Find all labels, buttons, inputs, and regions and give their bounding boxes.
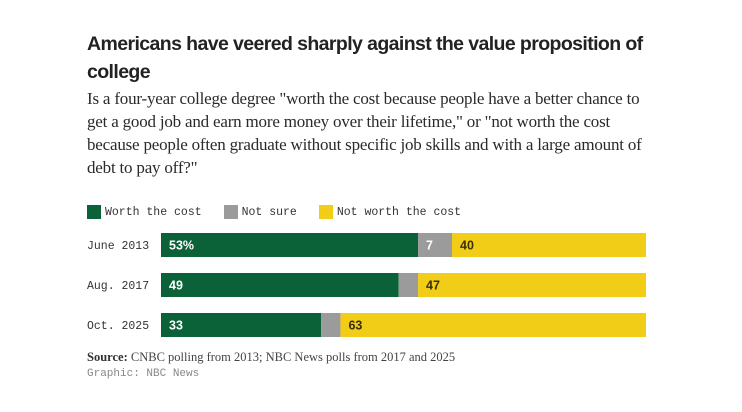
- bar-segment: [340, 313, 646, 337]
- category-label: June 2013: [87, 240, 149, 253]
- bar-segment: [161, 313, 322, 337]
- bar-row: Aug. 2017 49 47: [87, 273, 646, 297]
- data-label: 49: [169, 279, 183, 293]
- bar-segment: [418, 233, 452, 257]
- data-label: 33: [169, 319, 183, 333]
- legend: Worth the cost Not sure Not worth the co…: [87, 205, 483, 219]
- bar-segment: [161, 233, 419, 257]
- bar-row: June 2013 53% 7 40: [87, 233, 646, 257]
- graphic-credit: Graphic: NBC News: [87, 368, 200, 380]
- category-label: Oct. 2025: [87, 320, 149, 333]
- bar-segment: [321, 313, 341, 337]
- chart-footer: Source: CNBC polling from 2013; NBC News…: [87, 350, 455, 380]
- data-label: 47: [426, 279, 440, 293]
- legend-item-not-sure: Not sure: [223, 205, 297, 219]
- legend-swatch-not-worth: [318, 205, 333, 219]
- category-label: Aug. 2017: [87, 280, 149, 293]
- data-label: 63: [348, 319, 362, 333]
- source-label: Source:: [87, 350, 128, 364]
- legend-swatch-worth: [87, 205, 101, 219]
- legend-swatch-not-sure: [223, 205, 238, 219]
- bar-segment: [418, 273, 646, 297]
- source-text: CNBC polling from 2013; NBC News polls f…: [130, 350, 456, 364]
- legend-label-worth: Worth the cost: [105, 205, 202, 219]
- legend-item-not-worth: Not worth the cost: [318, 205, 462, 219]
- legend-item-worth: Worth the cost: [87, 205, 202, 219]
- data-label: 53%: [169, 239, 194, 253]
- data-label: 40: [460, 239, 474, 253]
- bar-segment: [452, 233, 646, 257]
- legend-label-not-sure: Not sure: [241, 205, 297, 219]
- chart-subtitle: Is a four-year college degree "worth the…: [87, 89, 642, 177]
- bar-segment: [161, 273, 399, 297]
- data-label: 7: [426, 239, 433, 253]
- bar-row: Oct. 2025 33 63: [87, 313, 646, 337]
- chart-header: Americans have veered sharply against th…: [87, 30, 657, 179]
- legend-label-not-worth: Not worth the cost: [336, 205, 462, 219]
- source-note: Source: CNBC polling from 2013; NBC News…: [87, 350, 455, 365]
- chart-title: Americans have veered sharply against th…: [87, 33, 643, 83]
- bar-segment: [398, 273, 419, 297]
